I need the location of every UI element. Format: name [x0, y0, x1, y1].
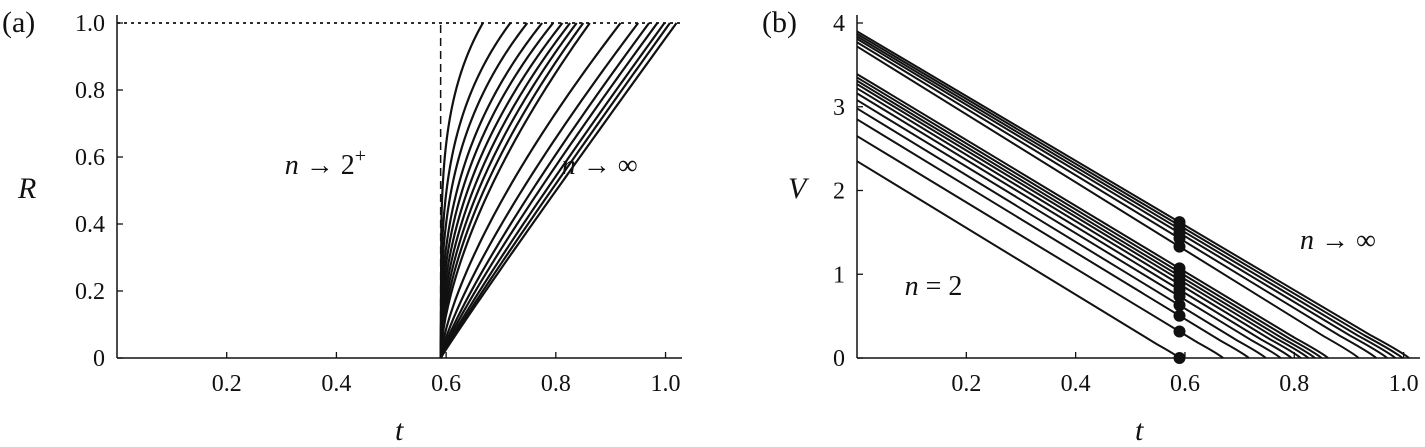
panel-b-line-15 — [856, 35, 1397, 359]
panel-b-xlabel: t — [1135, 414, 1144, 447]
panel-a-curve-7 — [439, 22, 571, 359]
panel-b-marker-12 — [1173, 240, 1186, 253]
panel-a-y-tick-label: 0.6 — [75, 145, 105, 171]
panel-b-line-5 — [856, 99, 1282, 359]
panel-b-line-17 — [856, 30, 1410, 359]
panel-b-line-16 — [856, 33, 1404, 359]
panel-b-line-8 — [856, 83, 1310, 359]
panel-a-xlabel: t — [395, 414, 404, 447]
panel-a-x-tick-label: 0.2 — [212, 371, 242, 397]
panel-a-label: (a) — [2, 6, 35, 39]
panel-b-line-3 — [856, 118, 1250, 359]
panel-a-curve-5 — [439, 22, 554, 359]
panel-b-line-10 — [856, 76, 1323, 359]
panel-a-curve-11 — [439, 22, 622, 359]
panel-a-curve-9 — [439, 22, 585, 359]
panel-b-y-tick-label: 2 — [833, 179, 845, 205]
panel-b-line-11 — [856, 73, 1329, 359]
panel-a-annotation-1: n → 2+ — [285, 145, 366, 181]
panel-b-line-12 — [856, 45, 1360, 359]
panel-b-label: (b) — [762, 6, 797, 39]
panel-a-curve-8 — [439, 22, 578, 359]
panel-b-line-9 — [856, 79, 1316, 359]
panel-b-x-tick-label: 0.2 — [951, 371, 981, 397]
panel-b-x-tick-label: 0.6 — [1170, 371, 1200, 397]
panel-b-marker-3 — [1173, 309, 1186, 322]
panel-a-curve-16 — [439, 22, 671, 359]
panel-b-line-4 — [856, 107, 1267, 359]
panel-a-y-tick-label: 0 — [93, 346, 105, 372]
panel-a: (a) R t 0.2 0.4 0.6 0.8 1.0 0 0.2 0.4 0.6 0.8 1.0 n… — [2, 6, 682, 447]
panel-b-y-tick-label: 0 — [833, 346, 845, 372]
panel-a-x-tick-label: 0.6 — [431, 371, 461, 397]
panel-a-plot-area: 0.2 0.4 0.6 0.8 1.0 0 0.2 0.4 0.6 0.8 1.0 n → 2+ n →… — [75, 11, 682, 397]
panel-a-y-tick-label: 1.0 — [75, 11, 105, 37]
panel-b-marker-1 — [1173, 352, 1186, 364]
panel-b-x-tick-label: 0.8 — [1279, 371, 1309, 397]
panel-a-curve-14 — [439, 22, 659, 359]
panel-b-x-tick-label: 1.0 — [1389, 371, 1419, 397]
panel-a-y-tick-label: 0.2 — [75, 279, 105, 305]
panel-b-marker-17 — [1173, 216, 1186, 229]
panel-a-curve-3 — [439, 22, 529, 359]
panel-b-marker-4 — [1173, 299, 1186, 312]
panel-b-x-tick-label: 0.4 — [1061, 371, 1091, 397]
panel-a-ylabel: R — [17, 172, 36, 205]
panel-a-x-tick-label: 0.8 — [541, 371, 571, 397]
panel-b-line-2 — [856, 135, 1224, 359]
panel-a-curve-1 — [439, 22, 484, 359]
panel-a-annotation-2: n → ∞ — [562, 150, 638, 181]
panel-b-annotation-1: n = 2 — [905, 271, 963, 302]
panel-b-marker-2 — [1173, 325, 1186, 338]
panel-b-line-14 — [856, 38, 1388, 359]
panel-a-curve-10 — [439, 22, 591, 359]
panel-a-y-tick-label: 0.8 — [75, 78, 105, 104]
panel-a-curve-17 — [439, 22, 678, 359]
panel-a-curve-4 — [439, 22, 543, 359]
panel-b-y-tick-label: 3 — [833, 95, 845, 121]
panel-a-curve-15 — [439, 22, 666, 359]
panel-a-curve-6 — [439, 22, 564, 359]
panel-b-line-6 — [856, 92, 1293, 359]
panel-b-y-tick-label: 1 — [833, 262, 845, 288]
panel-a-curve-2 — [439, 22, 512, 359]
panel-b-annotation-2: n → ∞ — [1300, 225, 1376, 256]
panel-a-x-tick-label: 0.4 — [321, 371, 351, 397]
panel-a-curve-12 — [439, 22, 639, 359]
panel-b: (b) V t 0.2 0.4 0.6 0.8 1.0 0 1 2 3 4 n = 2 n → ∞ — [762, 6, 1420, 447]
panel-b-ylabel: V — [788, 172, 810, 205]
panel-b-line-7 — [856, 87, 1302, 359]
panel-b-marker-11 — [1173, 262, 1186, 275]
panel-b-y-tick-label: 4 — [833, 11, 845, 37]
panel-a-y-tick-label: 0.4 — [75, 212, 105, 238]
panel-a-curve-13 — [439, 22, 650, 359]
panel-b-line-13 — [856, 41, 1377, 359]
panel-a-x-tick-label: 1.0 — [651, 371, 681, 397]
panel-b-plot-area: 0.2 0.4 0.6 0.8 1.0 0 1 2 3 4 n = 2 n → ∞ — [833, 11, 1420, 397]
